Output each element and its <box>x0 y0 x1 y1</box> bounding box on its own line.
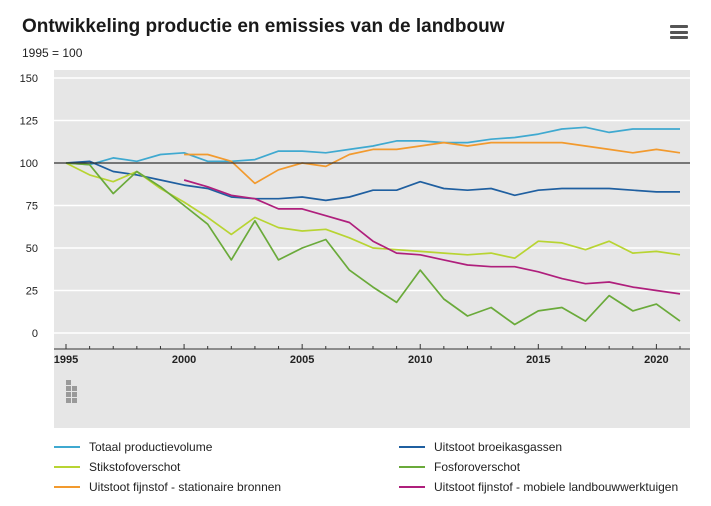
line-chart: 0 25 50 75 100 125 150 1995 2000 2005 2010 2015 2020 <box>20 70 690 428</box>
legend-item[interactable]: Stikstofoverschot <box>54 460 180 474</box>
x-tick-label: 2020 <box>644 354 668 366</box>
menu-bar <box>670 30 688 34</box>
legend-label: Totaal productievolume <box>89 440 213 454</box>
chart-subtitle: 1995 = 100 <box>22 46 83 60</box>
legend-swatch <box>399 466 425 468</box>
chart-title: Ontwikkeling productie en emissies van d… <box>22 16 505 37</box>
menu-bar <box>670 36 688 39</box>
logo-block <box>66 392 71 397</box>
legend-label: Stikstofoverschot <box>89 460 181 474</box>
y-tick-label: 125 <box>20 116 38 128</box>
series-line <box>65 126 680 166</box>
legend-swatch <box>54 486 80 488</box>
axes: 0 25 50 75 100 125 150 1995 2000 2005 2010 2015 2020 <box>20 73 690 366</box>
logo-block <box>72 392 77 397</box>
y-tick-label: 100 <box>20 158 38 170</box>
menu-bar <box>670 25 688 28</box>
y-tick-label: 0 <box>32 328 38 340</box>
x-tick-label: 2000 <box>172 354 196 366</box>
x-tick-label: 2005 <box>290 354 314 366</box>
series-line <box>184 141 681 185</box>
legend-label: Uitstoot fijnstof - stationaire bronnen <box>89 480 282 494</box>
legend-item[interactable]: Uitstoot fijnstof - stationaire bronnen <box>54 480 281 494</box>
plot-background-layer <box>54 70 690 428</box>
x-tick-label: 2010 <box>408 354 432 366</box>
series-line <box>65 160 680 202</box>
legend-label: Uitstoot fijnstof - mobiele landbouwwerk… <box>434 480 679 494</box>
legend-item[interactable]: Totaal productievolume <box>54 440 212 454</box>
logo-block <box>72 386 77 391</box>
logo-block <box>72 398 77 403</box>
plot-background <box>54 70 690 428</box>
y-tick-label: 50 <box>26 243 38 255</box>
logo-block <box>66 398 71 403</box>
legend-label: Uitstoot broeikasgassen <box>434 440 563 454</box>
legend-swatch <box>399 486 425 488</box>
y-tick-label: 75 <box>26 201 38 213</box>
x-tick-label: 1995 <box>54 354 78 366</box>
legend-swatch <box>399 446 425 448</box>
legend-item[interactable]: Fosforoverschot <box>399 460 520 474</box>
legend-swatch <box>54 446 80 448</box>
series-line <box>183 179 681 295</box>
series-line <box>65 162 681 326</box>
legend-item[interactable]: Uitstoot broeikasgassen <box>399 440 562 454</box>
hamburger-menu-icon[interactable] <box>670 25 688 39</box>
y-tick-label: 25 <box>26 286 38 298</box>
legend-label: Fosforoverschot <box>434 460 521 474</box>
legend-swatch <box>54 466 80 468</box>
x-tick-label: 2015 <box>526 354 550 366</box>
legend-item[interactable]: Uitstoot fijnstof - mobiele landbouwwerk… <box>399 480 678 494</box>
series-lines <box>65 126 681 326</box>
logo-block <box>66 380 71 385</box>
logo-block <box>66 386 71 391</box>
y-tick-label: 150 <box>20 73 38 85</box>
gridlines <box>54 77 690 334</box>
cbs-logo <box>66 380 77 403</box>
